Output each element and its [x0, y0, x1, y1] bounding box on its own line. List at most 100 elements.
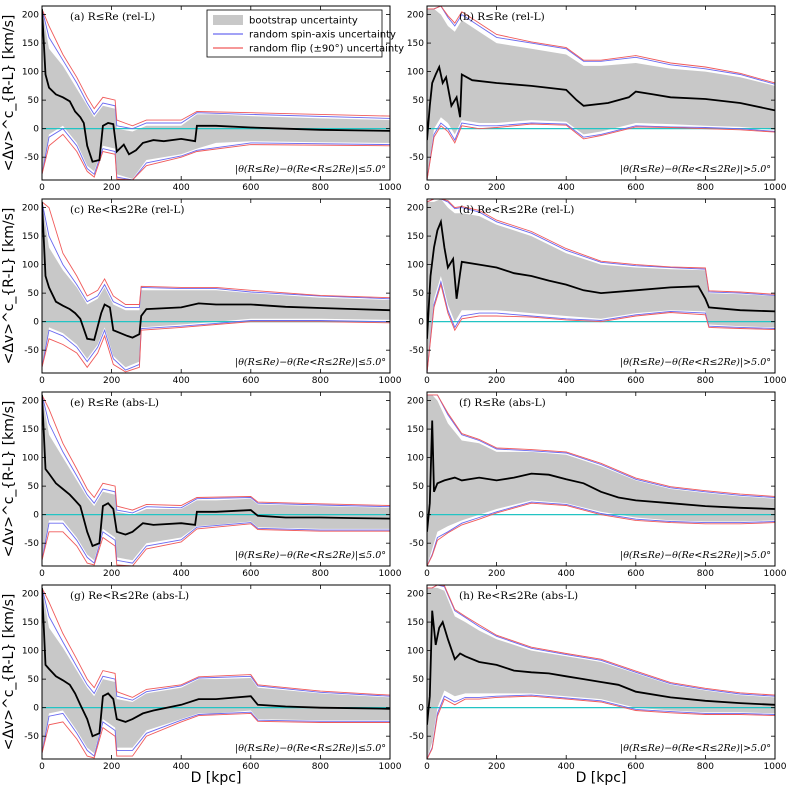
x-tick-label: 200 — [488, 762, 505, 772]
y-tick-label: 0 — [418, 511, 424, 521]
flip-band-upper — [42, 8, 390, 127]
flip-band-upper — [42, 201, 390, 305]
panel-title: (f) R≤Re (abs-L) — [459, 397, 546, 409]
y-tick-label: 150 — [407, 39, 424, 49]
y-tick-label: 200 — [407, 11, 424, 21]
y-tick-label: 150 — [22, 618, 39, 628]
panel-title: (g) Re<R≤2Re (abs-L) — [70, 590, 189, 602]
bootstrap-band — [427, 199, 775, 373]
flip-band-lower — [42, 523, 390, 566]
spin-axis-band-lower — [42, 711, 390, 757]
bootstrap-band — [427, 394, 775, 566]
bootstrap-band — [42, 394, 390, 561]
flip-band-lower — [42, 133, 390, 180]
plot-frame — [426, 5, 776, 181]
y-tick-label: 0 — [418, 125, 424, 135]
x-tick-label: 400 — [173, 183, 190, 193]
x-tick-label: 0 — [424, 183, 430, 193]
legend: bootstrap uncertainty random spin-axis un… — [206, 9, 404, 58]
y-tick-label: 100 — [407, 68, 424, 78]
condition-label: |θ(R≤Re)−θ(Re<R≤2Re)|>5.0° — [620, 164, 771, 175]
panel-title: (a) R≤Re (rel-L) — [70, 11, 155, 23]
x-tick-label: 800 — [312, 762, 329, 772]
flip-band-upper — [427, 394, 775, 497]
spin-axis-band-lower — [427, 694, 775, 759]
x-tick-label: 0 — [39, 183, 45, 193]
x-tick-label: 200 — [103, 376, 120, 386]
y-axis-label: <Δv>^c_{R-L} [km/s] — [1, 15, 17, 172]
y-tick-label: 50 — [413, 675, 425, 685]
x-tick-label: 400 — [558, 376, 575, 386]
x-tick-label: 800 — [697, 569, 714, 579]
panel-d: 0 200 400 600 800 1000 -50 0 50 100 150 200 (d) Re<R… — [407, 198, 787, 386]
spin-axis-band-upper — [427, 585, 775, 697]
plot-frame — [426, 584, 776, 760]
x-tick-label: 0 — [424, 376, 430, 386]
y-tick-label: 0 — [418, 704, 424, 714]
panel-f: 0 200 400 600 800 1000 -50 0 50 100 150 200 (f) R≤Re… — [407, 391, 787, 579]
plot-frame — [426, 198, 776, 374]
y-tick-label: 50 — [413, 482, 425, 492]
x-tick-label: 600 — [627, 183, 644, 193]
x-tick-label: 600 — [242, 183, 259, 193]
x-tick-label: 1000 — [379, 569, 402, 579]
plot-content — [427, 394, 775, 566]
x-tick-label: 1000 — [379, 376, 402, 386]
panel-c: 0 200 400 600 800 1000 -50 0 50 100 150 200 (c) Re<R… — [22, 198, 402, 386]
panel-e: 0 200 400 600 800 1000 -50 0 50 100 150 200 (e) R≤Re… — [22, 391, 402, 579]
y-tick-label: 150 — [22, 232, 39, 242]
legend-entry: bootstrap uncertainty — [249, 16, 358, 27]
mean-line — [42, 587, 390, 738]
flip-band-upper — [42, 587, 390, 698]
legend-entry: random spin-axis uncertainty — [249, 30, 396, 41]
y-tick-label: 100 — [22, 454, 39, 464]
y-tick-label: 0 — [33, 511, 39, 521]
y-tick-label: 0 — [33, 704, 39, 714]
plot-content — [427, 199, 775, 373]
plot-frame — [41, 584, 391, 760]
x-tick-label: 800 — [312, 183, 329, 193]
y-tick-label: 100 — [407, 647, 424, 657]
y-tick-label: -50 — [409, 732, 424, 742]
condition-label: |θ(R≤Re)−θ(Re<R≤2Re)|≤5.0° — [235, 164, 386, 175]
spin-axis-band-upper — [42, 201, 390, 308]
y-tick-label: -50 — [409, 153, 424, 163]
x-tick-label: 600 — [627, 569, 644, 579]
y-axis-label: <Δv>^c_{R-L} [km/s] — [1, 208, 17, 365]
x-tick-label: 0 — [39, 762, 45, 772]
panel-title: (b) R≤Re (rel-L) — [459, 11, 545, 23]
y-tick-label: -50 — [409, 539, 424, 549]
spin-axis-band-lower — [427, 501, 775, 566]
x-tick-label: 600 — [627, 376, 644, 386]
condition-label: |θ(R≤Re)−θ(Re<R≤2Re)|>5.0° — [620, 743, 771, 754]
y-tick-label: 50 — [28, 675, 40, 685]
x-tick-label: 200 — [488, 376, 505, 386]
flip-band-upper — [427, 199, 775, 295]
y-tick-label: 200 — [407, 590, 424, 600]
x-tick-label: 600 — [242, 569, 259, 579]
x-tick-label: 400 — [173, 376, 190, 386]
mean-line — [427, 218, 775, 339]
x-tick-label: 1000 — [379, 762, 402, 772]
y-tick-label: 0 — [33, 318, 39, 328]
x-tick-label: 1000 — [764, 376, 787, 386]
bootstrap-band — [42, 201, 390, 368]
y-tick-label: 50 — [413, 289, 425, 299]
flip-band-lower — [427, 282, 775, 373]
plot-frame — [426, 391, 776, 567]
panel-title: (c) Re<R≤2Re (rel-L) — [70, 204, 184, 216]
condition-label: |θ(R≤Re)−θ(Re<R≤2Re)|>5.0° — [620, 550, 771, 561]
condition-label: |θ(R≤Re)−θ(Re<R≤2Re)|≤5.0° — [235, 743, 386, 754]
x-tick-label: 0 — [424, 762, 430, 772]
spin-axis-band-upper — [427, 6, 775, 85]
y-tick-label: -50 — [24, 153, 39, 163]
y-tick-label: 150 — [22, 39, 39, 49]
x-axis-label: D [kpc] — [191, 770, 242, 786]
x-tick-label: 600 — [242, 376, 259, 386]
x-tick-label: 1000 — [764, 569, 787, 579]
x-tick-label: 1000 — [764, 762, 787, 772]
y-tick-label: 150 — [407, 425, 424, 435]
bootstrap-band — [42, 587, 390, 754]
x-tick-label: 200 — [488, 569, 505, 579]
